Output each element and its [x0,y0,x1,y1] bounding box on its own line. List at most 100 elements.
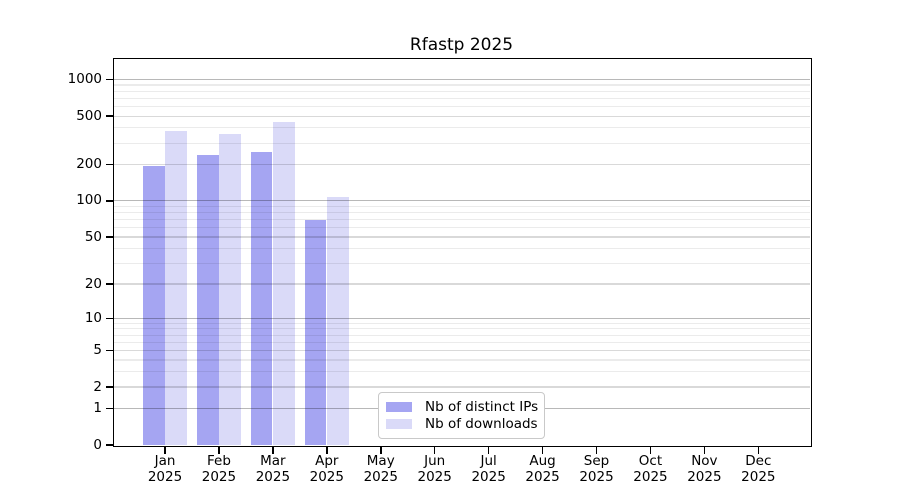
y-tick-1 [105,407,113,410]
year-label: 2025 [633,468,668,485]
y-tick-label-5: 5 [93,341,102,358]
gridline-7 [114,334,810,336]
gridline-700 [114,97,810,99]
bar-nb-of-distinct-ips-apr-2025 [304,219,327,446]
bar-nb-of-downloads-feb-2025 [219,134,241,446]
bar-nb-of-downloads-mar-2025 [273,121,295,446]
legend-item-downloads: Nb of downloads [386,415,538,433]
month-label: Jul [480,453,497,469]
x-tick-label-sep-2025: Sep 2025 [565,453,629,485]
legend-swatch-downloads-icon [386,418,412,430]
y-tick-label-2: 2 [93,378,102,395]
gridline-900 [114,84,810,86]
y-tick-1000 [105,78,113,81]
gridline-80 [114,212,810,214]
year-label: 2025 [255,468,291,485]
y-tick-50 [105,236,113,238]
gridline-5 [114,349,810,351]
x-tick-jul-2025 [487,447,490,454]
plot-area [112,58,812,447]
month-label: Aug [529,453,556,469]
y-tick-100 [105,200,113,202]
bar-nb-of-distinct-ips-jan-2025 [143,166,165,446]
gridline-500 [114,115,810,117]
x-tick-label-nov-2025: Nov 2025 [672,453,736,485]
y-tick-5 [105,349,113,352]
y-tick-10 [105,317,113,319]
x-tick-label-feb-2025: Feb 2025 [187,453,251,485]
y-tick-label-500: 500 [76,107,102,124]
year-label: 2025 [201,468,237,485]
x-tick-label-mar-2025: Mar 2025 [241,453,305,485]
month-label: Feb [206,453,231,469]
gridline-2 [114,386,810,388]
x-tick-label-jan-2025: Jan 2025 [133,453,197,485]
legend-label-downloads: Nb of downloads [425,415,538,432]
x-tick-label-aug-2025: Aug 2025 [511,453,575,485]
gridline-70 [114,218,810,221]
gridline-40 [114,248,810,250]
month-label: Apr [315,453,339,469]
y-tick-label-100: 100 [76,192,102,209]
year-label: 2025 [471,468,506,485]
x-tick-label-jul-2025: Jul 2025 [457,453,521,485]
gridline-300 [114,142,810,144]
x-tick-oct-2025 [649,447,652,454]
x-tick-aug-2025 [541,447,544,454]
year-label: 2025 [741,468,776,485]
chart-title: Rfastp 2025 [409,35,514,55]
year-label: 2025 [687,468,722,485]
gridline-6 [114,341,810,343]
bar-nb-of-downloads-apr-2025 [327,196,349,446]
month-label: Mar [260,453,286,469]
x-tick-label-may-2025: May 2025 [349,453,413,485]
y-tick-label-1: 1 [93,400,102,416]
gridline-8 [114,328,810,330]
y-tick-label-10: 10 [84,309,102,326]
gridline-600 [114,105,810,107]
legend-item-distinct-ips: Nb of distinct IPs [386,398,539,416]
bar-nb-of-distinct-ips-mar-2025 [250,151,273,446]
bar-nb-of-downloads-jan-2025 [165,131,187,446]
y-tick-label-200: 200 [76,155,102,172]
gridline-4 [114,359,810,361]
month-label: Dec [745,453,772,469]
gridline-1000 [114,78,810,80]
x-tick-label-dec-2025: Dec 2025 [726,453,790,485]
gridline-60 [114,227,810,229]
gridline-30 [114,262,810,264]
x-tick-label-apr-2025: Apr 2025 [295,453,359,485]
legend-label-distinct-ips: Nb of distinct IPs [425,398,539,415]
y-tick-200 [105,163,113,166]
y-tick-label-0: 0 [93,436,102,453]
y-tick-label-20: 20 [84,275,102,292]
year-label: 2025 [525,468,560,485]
gridline-20 [114,283,810,285]
gridline-10 [114,317,810,319]
gridline-3 [114,371,810,373]
y-tick-20 [105,283,113,285]
gridline-100 [114,200,810,202]
legend-swatch-distinct-ips-icon [386,401,412,413]
y-tick-2 [105,386,113,388]
gridline-200 [114,163,810,165]
year-label: 2025 [417,468,452,485]
month-label: Nov [691,453,718,469]
y-tick-0 [105,444,113,446]
gridline-9 [114,322,810,324]
gridline-800 [114,90,810,92]
month-label: May [366,453,395,469]
month-label: Jun [424,453,446,469]
year-label: 2025 [579,468,614,485]
x-tick-nov-2025 [703,447,706,454]
x-tick-feb-2025 [218,447,220,454]
gridline-50 [114,236,810,238]
month-label: Jan [154,453,176,469]
month-label: Sep [583,453,610,469]
x-tick-dec-2025 [757,447,760,454]
year-label: 2025 [363,468,398,485]
x-tick-label-jun-2025: Jun 2025 [403,453,467,485]
month-label: Oct [638,453,663,469]
year-label: 2025 [309,468,344,485]
